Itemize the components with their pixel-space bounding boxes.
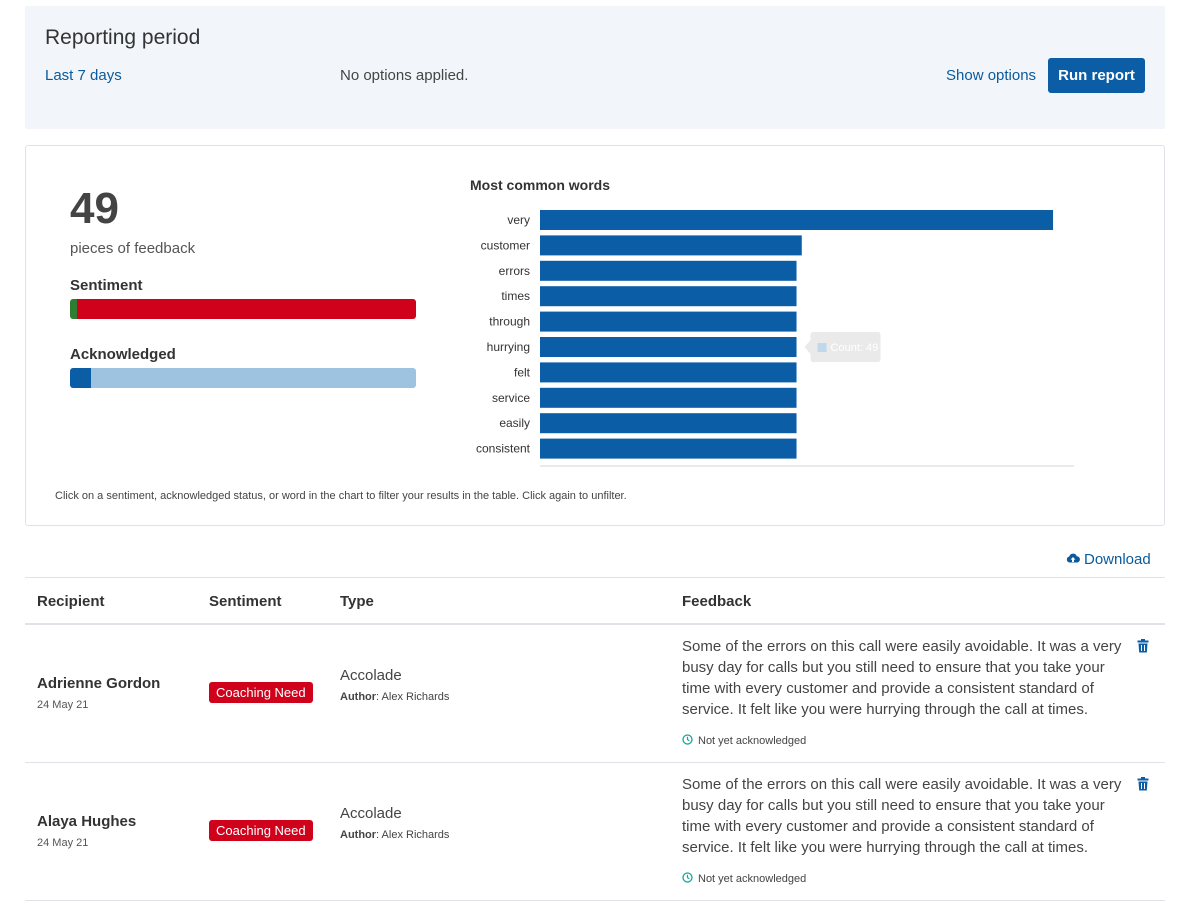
feedback-count: 49: [70, 184, 119, 233]
feedback-date: 24 May 21: [37, 837, 89, 849]
chart-tooltip: Count: 49: [804, 332, 881, 362]
table-row[interactable]: Adrienne Gordon 24 May 21 Coaching Need …: [25, 625, 1165, 763]
tooltip-swatch: [817, 343, 827, 352]
reporting-period-title: Reporting period: [45, 26, 201, 49]
feedback-type: Accolade: [340, 805, 402, 822]
bar-very[interactable]: [540, 210, 1054, 230]
feedback-author: Author: Alex Richards: [340, 691, 449, 703]
word-frequency-chart: very customer errors times through hurrying fe…: [476, 210, 1074, 467]
feedback-author: Author: Alex Richards: [340, 829, 449, 841]
tick-label-errors[interactable]: errors: [499, 264, 530, 278]
acknowledgement-status-text: Not yet acknowledged: [698, 735, 807, 747]
tick-label-customer[interactable]: customer: [481, 238, 530, 252]
sentiment-negative-segment[interactable]: [76, 299, 416, 319]
sentiment-positive-segment[interactable]: [70, 299, 77, 319]
feedback-date: 24 May 21: [37, 699, 89, 711]
column-header-recipient[interactable]: Recipient: [37, 593, 105, 610]
bar-easily[interactable]: [540, 413, 797, 434]
table-row[interactable]: Alaya Hughes 24 May 21 Coaching Need Acc…: [25, 763, 1165, 901]
clock-icon: [682, 734, 693, 748]
sentiment-bar[interactable]: [70, 299, 416, 319]
acknowledgement-status-text: Not yet acknowledged: [698, 873, 807, 885]
bar-times[interactable]: [540, 286, 797, 307]
sentiment-badge: Coaching Need: [209, 820, 313, 841]
summary-card: 49 pieces of feedback Sentiment Acknowle…: [25, 145, 1165, 526]
tick-label-hurrying[interactable]: hurrying: [487, 340, 530, 354]
trash-icon[interactable]: [1137, 777, 1149, 796]
download-label: Download: [1084, 551, 1151, 568]
tick-label-very[interactable]: very: [507, 213, 530, 227]
acknowledgement-status: Not yet acknowledged: [682, 734, 806, 748]
trash-icon[interactable]: [1137, 639, 1149, 658]
sentiment-label: Sentiment: [70, 277, 143, 294]
author-name: : Alex Richards: [376, 829, 450, 841]
cloud-upload-icon: [1066, 551, 1080, 568]
tick-label-times[interactable]: times: [501, 289, 530, 303]
feedback-count-label: pieces of feedback: [70, 240, 196, 257]
author-label: Author: [340, 691, 377, 703]
recipient-name: Alaya Hughes: [37, 813, 137, 830]
bar-hurrying[interactable]: [540, 337, 797, 357]
not-acknowledged-segment[interactable]: [90, 368, 416, 388]
acknowledged-bar[interactable]: [70, 368, 416, 388]
column-header-type[interactable]: Type: [340, 593, 374, 610]
author-name: : Alex Richards: [376, 691, 450, 703]
author-label: Author: [340, 829, 377, 841]
bar-through[interactable]: [540, 311, 797, 332]
feedback-table: Recipient Sentiment Type Feedback Adrien…: [25, 577, 1165, 901]
feedback-text: Some of the errors on this call were eas…: [682, 776, 1122, 856]
clock-icon: [682, 872, 693, 886]
sentiment-badge: Coaching Need: [209, 682, 313, 703]
table-header: Recipient Sentiment Type Feedback: [25, 577, 1165, 625]
acknowledgement-status: Not yet acknowledged: [682, 872, 806, 886]
tick-label-felt[interactable]: felt: [514, 365, 531, 379]
acknowledged-segment[interactable]: [70, 368, 91, 388]
bar-customer[interactable]: [540, 235, 802, 256]
recipient-name: Adrienne Gordon: [37, 675, 161, 692]
applied-options-text: No options applied.: [340, 67, 469, 84]
run-report-button[interactable]: Run report: [1048, 58, 1145, 93]
feedback-type: Accolade: [340, 667, 402, 684]
column-header-feedback[interactable]: Feedback: [682, 593, 752, 610]
period-range-link[interactable]: Last 7 days: [45, 67, 122, 84]
bar-errors[interactable]: [540, 260, 797, 281]
reporting-period-panel: Reporting period Last 7 days No options …: [25, 6, 1165, 129]
tick-label-consistent[interactable]: consistent: [476, 442, 531, 456]
download-link[interactable]: Download: [1066, 551, 1151, 568]
column-header-sentiment[interactable]: Sentiment: [209, 593, 282, 610]
bar-felt[interactable]: [540, 362, 797, 383]
tick-label-through[interactable]: through: [489, 315, 530, 329]
tick-label-service[interactable]: service: [492, 391, 530, 405]
tooltip-box: [804, 332, 881, 362]
tooltip-text: Count: 49: [831, 342, 879, 354]
show-options-link[interactable]: Show options: [946, 67, 1037, 84]
bar-service[interactable]: [540, 387, 797, 408]
tick-label-easily[interactable]: easily: [499, 416, 530, 430]
chart-title: Most common words: [470, 177, 611, 193]
acknowledged-label: Acknowledged: [70, 346, 176, 363]
bar-consistent[interactable]: [540, 438, 797, 459]
filter-hint: Click on a sentiment, acknowledged statu…: [55, 490, 627, 502]
feedback-text: Some of the errors on this call were eas…: [682, 638, 1122, 718]
